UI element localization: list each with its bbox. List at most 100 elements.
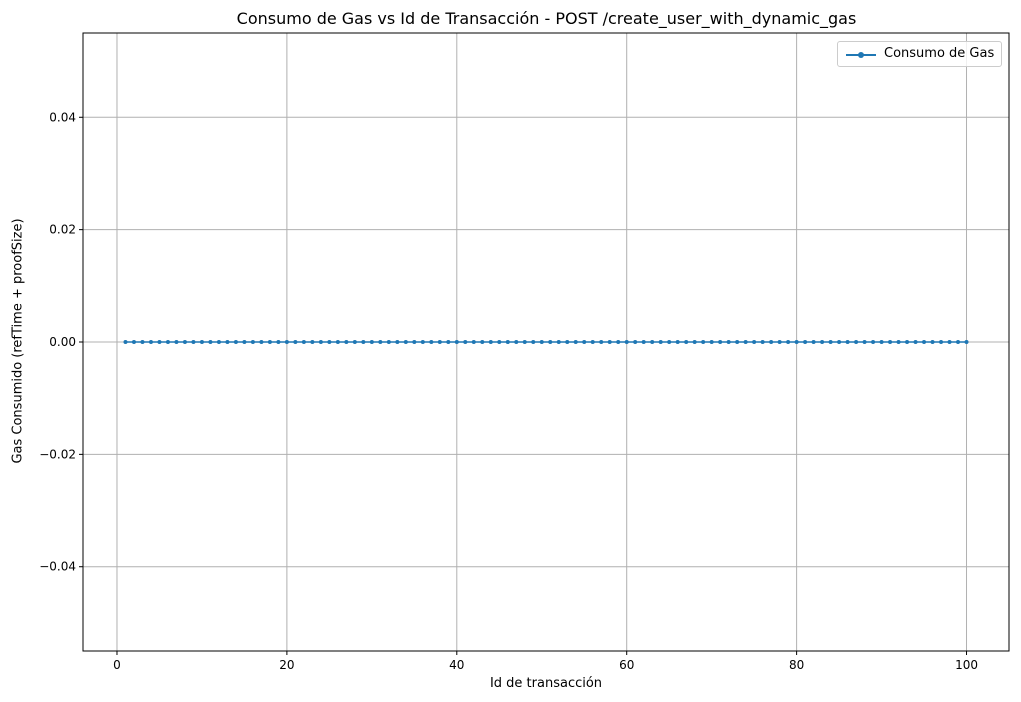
data-point bbox=[820, 340, 825, 344]
data-point bbox=[590, 340, 595, 344]
data-point bbox=[811, 340, 816, 344]
data-point bbox=[726, 340, 731, 344]
data-point bbox=[930, 340, 935, 344]
data-point bbox=[157, 340, 162, 344]
data-point bbox=[395, 340, 400, 344]
data-point bbox=[607, 340, 612, 344]
data-point bbox=[692, 340, 697, 344]
x-tick-label: 40 bbox=[449, 658, 464, 672]
data-point bbox=[582, 340, 587, 344]
data-point bbox=[556, 340, 561, 344]
data-point bbox=[174, 340, 179, 344]
data-point bbox=[276, 340, 281, 344]
data-point bbox=[633, 340, 638, 344]
x-tick-label: 100 bbox=[955, 658, 978, 672]
data-point bbox=[565, 340, 570, 344]
data-point bbox=[548, 340, 553, 344]
data-point bbox=[352, 340, 357, 344]
data-point bbox=[939, 340, 944, 344]
data-point bbox=[514, 340, 519, 344]
data-point bbox=[242, 340, 247, 344]
data-point bbox=[131, 340, 136, 344]
x-axis: 0 20 40 60 80 100 bbox=[113, 651, 978, 672]
data-point bbox=[599, 340, 604, 344]
data-point bbox=[378, 340, 383, 344]
data-point bbox=[675, 340, 680, 344]
data-point bbox=[123, 340, 128, 344]
data-point bbox=[318, 340, 323, 344]
data-point bbox=[896, 340, 901, 344]
data-point bbox=[786, 340, 791, 344]
data-point bbox=[947, 340, 952, 344]
data-point bbox=[828, 340, 833, 344]
data-point bbox=[667, 340, 672, 344]
x-tick-label: 60 bbox=[619, 658, 634, 672]
data-point bbox=[403, 340, 408, 344]
data-point bbox=[522, 340, 527, 344]
data-point bbox=[250, 340, 255, 344]
data-point bbox=[964, 340, 969, 344]
data-point bbox=[412, 340, 417, 344]
y-tick-label: −0.02 bbox=[39, 447, 76, 461]
data-point bbox=[420, 340, 425, 344]
data-point bbox=[641, 340, 646, 344]
data-point bbox=[148, 340, 153, 344]
data-point bbox=[701, 340, 706, 344]
data-point bbox=[709, 340, 714, 344]
data-point bbox=[267, 340, 272, 344]
data-point bbox=[284, 340, 289, 344]
legend-point-marker bbox=[858, 52, 864, 58]
data-point bbox=[879, 340, 884, 344]
data-point bbox=[140, 340, 145, 344]
data-point bbox=[794, 340, 799, 344]
y-tick-label: 0.04 bbox=[49, 110, 76, 124]
data-point bbox=[743, 340, 748, 344]
data-point bbox=[862, 340, 867, 344]
data-point bbox=[386, 340, 391, 344]
x-axis-label: Id de transacción bbox=[489, 676, 603, 691]
data-point bbox=[446, 340, 451, 344]
data-point bbox=[871, 340, 876, 344]
data-point bbox=[573, 340, 578, 344]
data-point bbox=[684, 340, 689, 344]
data-point bbox=[769, 340, 774, 344]
data-point bbox=[718, 340, 723, 344]
data-point bbox=[616, 340, 621, 344]
data-point bbox=[199, 340, 204, 344]
y-tick-label: −0.04 bbox=[39, 560, 76, 574]
data-point bbox=[845, 340, 850, 344]
data-point bbox=[191, 340, 196, 344]
data-point bbox=[777, 340, 782, 344]
data-point bbox=[361, 340, 366, 344]
data-point bbox=[344, 340, 349, 344]
data-point bbox=[760, 340, 765, 344]
data-point bbox=[650, 340, 655, 344]
data-point bbox=[437, 340, 442, 344]
data-point bbox=[233, 340, 238, 344]
data-point bbox=[208, 340, 213, 344]
data-point bbox=[531, 340, 536, 344]
data-point bbox=[165, 340, 170, 344]
data-point bbox=[454, 340, 459, 344]
data-point bbox=[293, 340, 298, 344]
data-point bbox=[913, 340, 918, 344]
data-point bbox=[956, 340, 961, 344]
x-tick-label: 20 bbox=[279, 658, 294, 672]
data-point bbox=[369, 340, 374, 344]
data-point bbox=[658, 340, 663, 344]
data-point bbox=[480, 340, 485, 344]
data-point bbox=[471, 340, 476, 344]
data-point bbox=[463, 340, 468, 344]
data-point bbox=[182, 340, 187, 344]
data-point bbox=[497, 340, 502, 344]
x-tick-label: 0 bbox=[113, 658, 121, 672]
data-point bbox=[539, 340, 544, 344]
data-point bbox=[216, 340, 221, 344]
data-point bbox=[310, 340, 315, 344]
data-point bbox=[335, 340, 340, 344]
legend-label: Consumo de Gas bbox=[884, 46, 995, 61]
x-tick-label: 80 bbox=[789, 658, 804, 672]
y-tick-label: 0.00 bbox=[49, 335, 76, 349]
data-point bbox=[429, 340, 434, 344]
